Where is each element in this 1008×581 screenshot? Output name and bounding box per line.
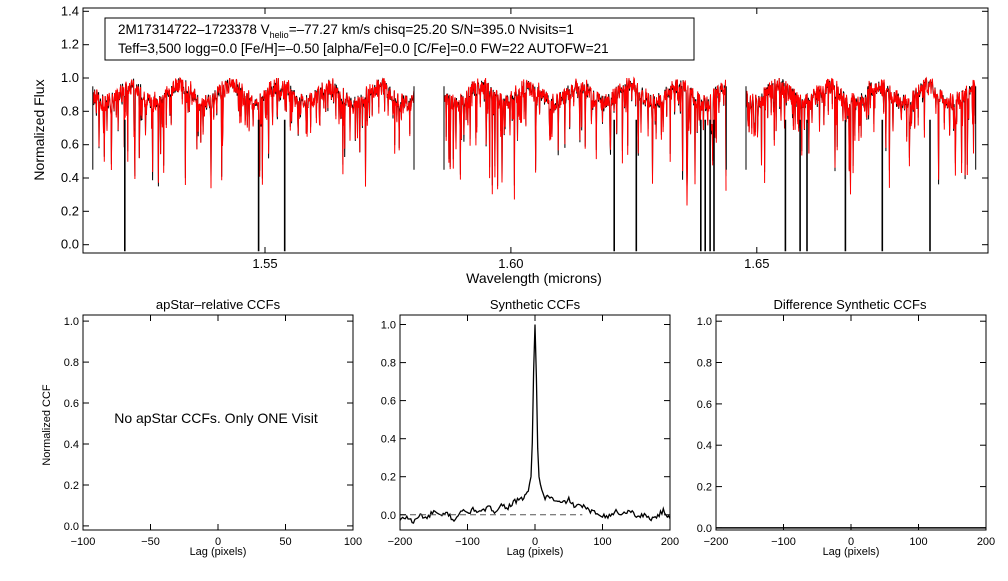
synthetic-ccf-ytick-label: 0.8: [381, 358, 396, 370]
difference-ccf-xtick-label: 200: [977, 536, 995, 548]
spectrum-ytick-label: 1.2: [61, 37, 79, 52]
apstar-ccf-xtick-label: 100: [344, 536, 362, 548]
synthetic-ccf-xtick-label: 0: [532, 536, 538, 548]
spectrum-plot-area: [92, 76, 977, 252]
model-spectrum-series: [92, 76, 976, 206]
synthetic-ccf-panel: Synthetic CCFs −200 −100 0 100 200 0.0 0.2 0.4 0…: [381, 297, 679, 558]
difference-ccf-panel: Difference Synthetic CCFs −200 −100 0 100 20…: [697, 297, 995, 558]
difference-ccf-ytick-label: 1.0: [697, 316, 712, 328]
difference-ccf-xlabel: Lag (pixels): [823, 546, 880, 558]
apstar-ccf-xtick-label: −50: [141, 536, 160, 548]
info-line-1-rest: =–77.27 km/s chisq=25.20 S/N=395.0 Nvisi…: [289, 22, 574, 37]
synthetic-ccf-xtick-label: 100: [593, 536, 611, 548]
difference-ccf-xtick-label: 100: [909, 536, 927, 548]
apstar-ccf-ytick-label: 0.0: [64, 521, 79, 533]
model-spectrum-line: [443, 76, 727, 206]
telluric-lines: [92, 86, 977, 252]
apstar-ccf-xtick-label: 50: [279, 536, 291, 548]
synthetic-ccf-ytick-label: 0.6: [381, 396, 396, 408]
synthetic-ccf-title: Synthetic CCFs: [490, 297, 581, 312]
synthetic-ccf-xtick-label: −100: [455, 536, 480, 548]
difference-ccf-frame: [715, 314, 987, 531]
info-line-2: Teff=3,500 logg=0.0 [Fe/H]=–0.50 [alpha/…: [118, 41, 609, 56]
synthetic-ccf-series: [399, 324, 671, 524]
info-box: 2M17314722–1723378 Vhelio=–77.27 km/s ch…: [104, 17, 695, 61]
info-v: V: [261, 22, 270, 37]
difference-ccf-xtick-label: 0: [848, 536, 854, 548]
difference-ccf-ytick-label: 0.8: [697, 358, 712, 370]
difference-ccf-xtick-label: −200: [704, 536, 729, 548]
spectrum-ytick-label: 0.0: [61, 237, 79, 252]
apstar-ccf-ytick-label: 0.6: [64, 398, 79, 410]
difference-ccf-ytick-label: 0.6: [697, 399, 712, 411]
info-line-1: 2M17314722–1723378 Vhelio=–77.27 km/s ch…: [118, 22, 574, 40]
spectrum-ytick-label: 0.2: [61, 203, 79, 218]
apstar-ccf-message: No apStar CCFs. Only ONE Visit: [114, 410, 318, 426]
apstar-ccf-xlabel: Lag (pixels): [190, 546, 247, 558]
spectrum-xtick-label: 1.60: [498, 256, 523, 271]
synthetic-ccf-ytick-label: 0.4: [381, 434, 396, 446]
spectrum-ytick-label: 0.8: [61, 103, 79, 118]
synthetic-ccf-xtick-label: −200: [388, 536, 413, 548]
spectrum-ytick-label: 0.6: [61, 137, 79, 152]
spectrum-xtick-label: 1.55: [252, 256, 277, 271]
info-v-subscript: helio: [270, 30, 289, 40]
synthetic-ccf-line: [399, 324, 671, 524]
spectrum-xlabel: Wavelength (microns): [466, 270, 602, 286]
spectrum-ytick-label: 1.0: [61, 70, 79, 85]
spectrum-ytick-label: 0.4: [61, 170, 79, 185]
difference-ccf-xtick-label: −100: [771, 536, 796, 548]
spectrum-ytick-label: 1.4: [61, 3, 79, 18]
difference-ccf-axis-ticks: −200 −100 0 100 200 0.0 0.2 0.4 0.6 0.8 1.0: [697, 315, 995, 548]
info-star-id: 2M17314722–1723378: [118, 22, 257, 37]
difference-ccf-ytick-label: 0.0: [697, 523, 712, 535]
model-spectrum-line: [745, 76, 976, 195]
apstar-ccf-title: apStar–relative CCFs: [156, 297, 281, 312]
model-spectrum-line: [92, 76, 415, 189]
apstar-ccf-ytick-label: 0.2: [64, 480, 79, 492]
spectrum-frame: [82, 7, 989, 254]
apstar-ccf-xtick-label: −100: [71, 536, 96, 548]
info-box-frame: [104, 17, 695, 61]
spectrum-ylabel: Normalized Flux: [31, 79, 47, 180]
synthetic-ccf-xlabel: Lag (pixels): [507, 546, 564, 558]
difference-ccf-ytick-label: 0.2: [697, 482, 712, 494]
apstar-ccf-ytick-label: 0.8: [64, 357, 79, 369]
synthetic-ccf-ytick-label: 0.0: [381, 510, 396, 522]
apstar-ccf-ytick-label: 1.0: [64, 316, 79, 328]
synthetic-ccf-axis-ticks: −200 −100 0 100 200 0.0 0.2 0.4 0.6 0.8 1.0: [381, 315, 679, 548]
apstar-ccf-ytick-label: 0.4: [64, 439, 79, 451]
difference-ccf-ytick-label: 0.4: [697, 440, 712, 452]
apstar-ccf-panel: apStar–relative CCFs −100 −50 0 50 100 0.0 0.2…: [41, 297, 362, 558]
apstar-ccf-ylabel: Normalized CCF: [41, 384, 53, 466]
apstar-ccf-axis-ticks: −100 −50 0 50 100 0.0 0.2 0.4 0.6 0.8 1.0: [64, 315, 362, 548]
synthetic-ccf-xtick-label: 200: [661, 536, 679, 548]
apstar-ccf-xtick-label: 0: [215, 536, 221, 548]
spectrum-axis-ticks: 1.55 1.60 1.65 0.0 0.2 0.4 0.6 0.8 1.0 1.2 1.4: [61, 3, 988, 271]
synthetic-ccf-ytick-label: 1.0: [381, 320, 396, 332]
spectrum-xtick-label: 1.65: [744, 256, 769, 271]
synthetic-ccf-ytick-label: 0.2: [381, 472, 396, 484]
spectrum-panel: 1.55 1.60 1.65 0.0 0.2 0.4 0.6 0.8 1.0 1.2 1.4 Wav…: [31, 3, 989, 286]
difference-ccf-title: Difference Synthetic CCFs: [774, 297, 927, 312]
